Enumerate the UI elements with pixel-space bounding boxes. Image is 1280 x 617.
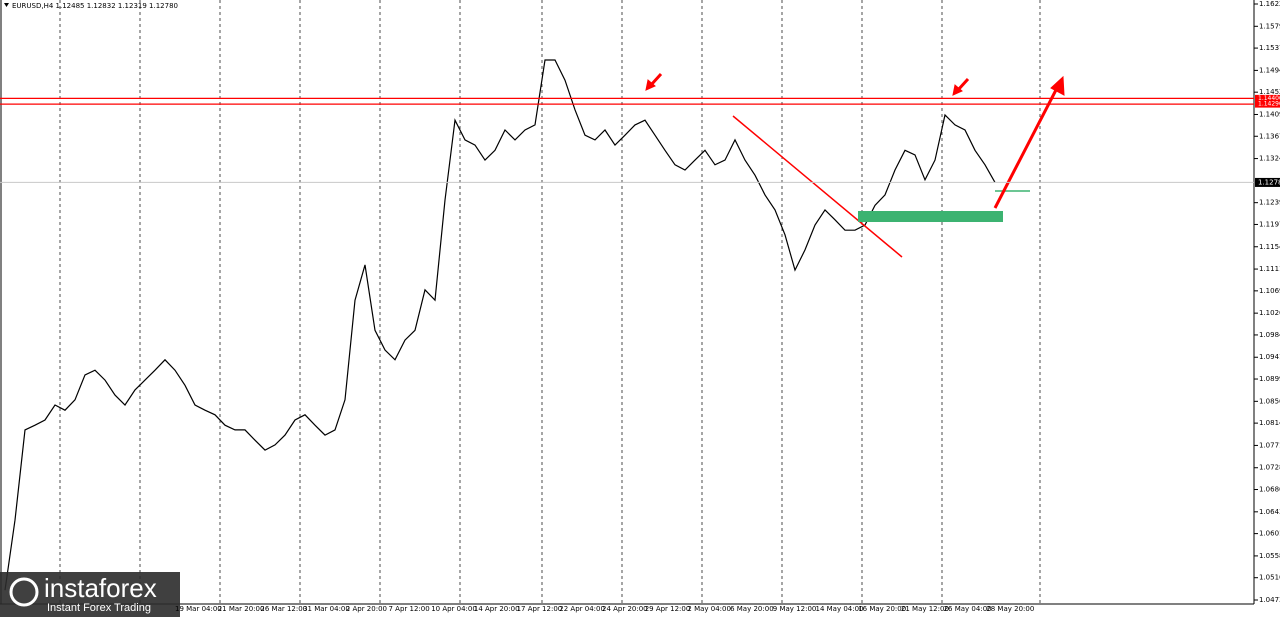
y-tick-label: 1.06430 bbox=[1259, 508, 1280, 516]
logo: instaforex Instant Forex Trading bbox=[0, 572, 180, 617]
arrow-head bbox=[645, 79, 656, 91]
arrow bbox=[956, 77, 970, 92]
x-tick-label: 2 May 04:00 bbox=[687, 605, 731, 613]
y-tick-label: 1.07280 bbox=[1259, 464, 1280, 472]
logo-name: instaforex bbox=[44, 573, 157, 603]
chart-title: EURUSD,H4 1.12485 1.12832 1.12319 1.1278… bbox=[12, 2, 178, 10]
y-tick-label: 1.08990 bbox=[1259, 375, 1280, 383]
x-tick-label: 29 Apr 12:00 bbox=[645, 605, 691, 613]
plot bbox=[4, 59, 996, 591]
price-line bbox=[4, 59, 996, 591]
x-tick-label: 22 Apr 04:00 bbox=[559, 605, 605, 613]
y-tick-label: 1.15370 bbox=[1259, 44, 1280, 52]
x-tick-label: 10 Apr 04:00 bbox=[431, 605, 477, 613]
y-tick-label: 1.14520 bbox=[1259, 88, 1280, 96]
y-tick-label: 1.13670 bbox=[1259, 132, 1280, 140]
logo-tagline: Instant Forex Trading bbox=[47, 602, 151, 614]
level-box bbox=[1255, 100, 1280, 108]
y-tick-label: 1.05580 bbox=[1259, 552, 1280, 560]
y-tick-label: 1.15790 bbox=[1259, 22, 1280, 30]
x-tick-label: 21 Mar 20:00 bbox=[218, 605, 265, 613]
x-tick-label: 28 May 20:00 bbox=[986, 605, 1034, 613]
grid bbox=[59, 0, 1041, 604]
arrow bbox=[993, 87, 1059, 209]
y-tick-label: 1.08560 bbox=[1259, 397, 1280, 405]
x-tick-label: 24 Apr 20:00 bbox=[602, 605, 648, 613]
x-tick-label: 16 May 20:00 bbox=[858, 605, 906, 613]
logo-icon bbox=[9, 577, 39, 607]
level-label: 1.14400 bbox=[1258, 95, 1280, 102]
y-tick-label: 1.16220 bbox=[1259, 0, 1280, 8]
y-tick-label: 1.10260 bbox=[1259, 309, 1280, 317]
y-tick-label: 1.06010 bbox=[1259, 530, 1280, 538]
y-tick-label: 1.11540 bbox=[1259, 243, 1280, 251]
y-tick-label: 1.07710 bbox=[1259, 441, 1280, 449]
x-tick-label: 14 Apr 20:00 bbox=[474, 605, 520, 613]
level-label: 1.14290 bbox=[1258, 101, 1280, 108]
arrow bbox=[649, 72, 663, 87]
y-tick-label: 1.09840 bbox=[1259, 331, 1280, 339]
x-tick-label: 21 May 12:00 bbox=[901, 605, 949, 613]
y-tick-label: 1.14090 bbox=[1259, 110, 1280, 118]
y-tick-label: 1.13240 bbox=[1259, 155, 1280, 163]
y-tick-label: 1.05160 bbox=[1259, 574, 1280, 582]
current-price-box bbox=[1255, 177, 1280, 187]
y-tick-label: 1.11970 bbox=[1259, 220, 1280, 228]
level-box bbox=[1255, 94, 1280, 102]
y-tick-label: 1.14940 bbox=[1259, 66, 1280, 74]
x-tick-label: 26 Mar 12:00 bbox=[260, 605, 307, 613]
y-tick-label: 1.11110 bbox=[1259, 265, 1280, 273]
x-tick-label: 7 Apr 12:00 bbox=[389, 605, 430, 613]
y-tick-label: 1.09410 bbox=[1259, 353, 1280, 361]
y-tick-label: 1.04730 bbox=[1259, 596, 1280, 604]
title-icon bbox=[4, 3, 9, 7]
y-tick-label: 1.10690 bbox=[1259, 287, 1280, 295]
x-tick-label: 14 May 04:00 bbox=[816, 605, 864, 613]
arrow-head bbox=[1050, 75, 1065, 96]
x-tick-label: 17 Apr 12:00 bbox=[517, 605, 563, 613]
y-tick-label: 1.12390 bbox=[1259, 199, 1280, 207]
x-tick-label: 19 Mar 04:00 bbox=[175, 605, 222, 613]
x-tick-label: 26 May 04:00 bbox=[944, 605, 992, 613]
x-tick-label: 31 Mar 04:00 bbox=[303, 605, 350, 613]
x-tick-label: 2 Apr 20:00 bbox=[346, 605, 387, 613]
arrow-head bbox=[952, 84, 963, 96]
y-tick-label: 1.08140 bbox=[1259, 419, 1280, 427]
current-price-label: 1.12780 bbox=[1258, 178, 1280, 186]
x-tick-label: 9 May 12:00 bbox=[773, 605, 817, 613]
y-tick-label: 1.06860 bbox=[1259, 486, 1280, 494]
arrows bbox=[645, 72, 1065, 209]
support-zone bbox=[858, 211, 1003, 222]
trend-line bbox=[732, 115, 903, 258]
x-tick-label: 6 May 20:00 bbox=[730, 605, 774, 613]
